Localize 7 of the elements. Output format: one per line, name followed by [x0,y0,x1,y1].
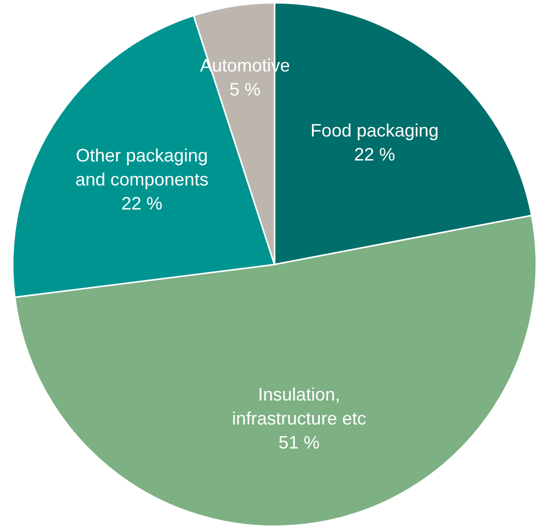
data-label: 51 % [278,432,320,453]
slice-label: Food packaging [310,120,439,140]
data-label: 22 % [354,144,396,164]
data-label: 22 % [121,193,162,214]
data-label: 5 % [230,79,261,100]
slice-label: Insulation, infrastructure etc [232,384,366,429]
slice-label: Other packaging and components [75,145,208,190]
